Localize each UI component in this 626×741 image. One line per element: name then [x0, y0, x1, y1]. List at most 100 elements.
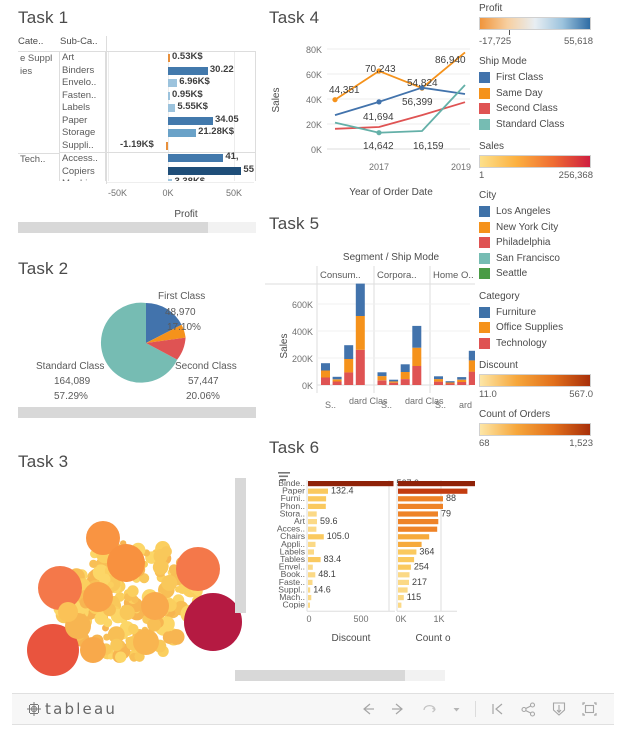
bubble[interactable]: [80, 637, 106, 663]
task-5-bar-segment[interactable]: [321, 377, 330, 386]
bubble[interactable]: [133, 629, 159, 655]
task-4-line-first-class[interactable]: [334, 86, 466, 116]
task-1-bar-row[interactable]: 34.05: [106, 114, 255, 128]
task-6-row-label[interactable]: Furni..: [281, 493, 305, 503]
task-1-bar[interactable]: [168, 116, 213, 125]
task-6-count-bar[interactable]: [398, 564, 411, 570]
task-1-bar-row[interactable]: 41,: [106, 151, 255, 165]
task-6-count-bar[interactable]: [398, 511, 438, 517]
task-6-discount-bar[interactable]: [308, 488, 328, 494]
task-1-bar[interactable]: [168, 104, 176, 112]
task-2-pie-chart[interactable]: First Class 48,970 17.10% Second Class 5…: [0, 277, 262, 407]
pie-slice-second-class[interactable]: [146, 337, 186, 360]
task-1-bar[interactable]: [168, 166, 242, 175]
task-6-count-bar[interactable]: [398, 488, 468, 494]
bubble[interactable]: [161, 546, 172, 557]
task-1-subcategory-label[interactable]: Binders: [62, 64, 95, 76]
task-6-row-label[interactable]: Chairs: [280, 531, 305, 541]
task-5-bar-segment[interactable]: [355, 283, 365, 316]
task-6-count-bar[interactable]: [398, 595, 404, 601]
task-6-discount-bar[interactable]: [308, 534, 324, 540]
task-6-discount-bar[interactable]: [308, 519, 317, 525]
task-1-subcategory-label[interactable]: Art: [62, 52, 75, 63]
task-5-bar-segment[interactable]: [400, 372, 410, 379]
task-4-line-same-day[interactable]: [334, 51, 466, 101]
task-5-bar-segment[interactable]: [344, 372, 354, 385]
bubble[interactable]: [103, 633, 111, 641]
legend-shipmode-item[interactable]: Same Day: [479, 86, 626, 102]
task-6-discount-bar[interactable]: [308, 557, 321, 563]
task-5-bar-segment[interactable]: [377, 376, 387, 381]
task-1-bar[interactable]: [168, 91, 170, 100]
task-5-bar-segment[interactable]: [468, 371, 475, 385]
task-5-bar-segment[interactable]: [468, 360, 475, 372]
task-1-subcategory-label[interactable]: Suppli..: [62, 139, 94, 151]
task-5-bar-segment[interactable]: [400, 364, 410, 372]
task-4-point[interactable]: [376, 99, 382, 105]
task-5-bar-segment[interactable]: [400, 379, 410, 385]
task-5-bar-segment[interactable]: [344, 359, 354, 373]
task-5-bar-segment[interactable]: [377, 372, 387, 377]
task-5-bar-segment[interactable]: [412, 325, 422, 348]
bubble[interactable]: [27, 624, 79, 676]
task-6-row-label[interactable]: Book..: [281, 569, 305, 579]
task-6-discount-bar[interactable]: [308, 511, 317, 517]
share-icon[interactable]: [520, 701, 537, 717]
task-3-bubble-chart[interactable]: [8, 482, 258, 682]
legend-shipmode-item[interactable]: Standard Class: [479, 117, 626, 133]
task-6-count-bar[interactable]: [398, 572, 410, 578]
task-5-bar-segment[interactable]: [457, 377, 467, 380]
task-6-count-bar[interactable]: [398, 526, 438, 532]
task-1-bar-row[interactable]: 0.95K$: [106, 89, 255, 103]
task-1-subcategory-label[interactable]: Paper: [62, 114, 88, 126]
task-1-bar-row[interactable]: 6.96K$: [106, 76, 255, 90]
task-4-point[interactable]: [376, 130, 382, 136]
task-6-row-label[interactable]: Envel..: [279, 562, 305, 572]
bubble[interactable]: [110, 638, 123, 652]
task-6-vscrollbar[interactable]: [235, 478, 246, 613]
task-5-bar-segment[interactable]: [332, 379, 342, 382]
task-5-bar-segment[interactable]: [332, 376, 342, 380]
task-6-row-label[interactable]: Mach..: [279, 592, 305, 602]
task-1-bar[interactable]: [168, 79, 178, 87]
refresh-icon[interactable]: [421, 702, 438, 716]
task-5-bar-segment[interactable]: [389, 379, 399, 382]
chevron-down-icon[interactable]: [452, 705, 461, 714]
task-4-line-chart[interactable]: 80K 60K 40K 20K 0K Sales 44,351 70,243 8…: [265, 30, 475, 205]
bubble[interactable]: [107, 626, 125, 644]
bubble[interactable]: [176, 547, 220, 591]
task-6-row-label[interactable]: Copie: [283, 600, 306, 610]
task-1-bar-row[interactable]: 3.38K$: [106, 176, 255, 181]
task-6-discount-bar[interactable]: [308, 595, 312, 601]
task-4-point[interactable]: [332, 97, 338, 103]
task-1-bar-row[interactable]: 21.28K$: [106, 126, 255, 140]
task-4-line-standard-class[interactable]: [334, 84, 466, 134]
bubble[interactable]: [126, 585, 139, 597]
task-6-discount-bar[interactable]: [308, 587, 311, 593]
forward-arrow-icon[interactable]: [390, 702, 407, 716]
legend-category-item[interactable]: Office Supplies: [479, 320, 626, 336]
task-5-stacked-bar-chart[interactable]: Segment / Ship Mode Consum.. Corpora.. H…: [265, 238, 475, 423]
bubble[interactable]: [184, 593, 242, 651]
download-icon[interactable]: [551, 701, 567, 717]
task-6-count-bar[interactable]: [398, 481, 475, 487]
task-6-hscrollbar[interactable]: [235, 670, 445, 681]
task-1-subcategory-label[interactable]: Machi..: [60, 178, 105, 181]
task-6-discount-bar[interactable]: [308, 503, 326, 509]
task-5-bar-segment[interactable]: [355, 316, 365, 350]
task-1-bar[interactable]: [168, 179, 173, 181]
task-1-subcategory-label[interactable]: Storage: [62, 127, 96, 138]
task-5-bar-segment[interactable]: [344, 345, 354, 359]
bubble[interactable]: [86, 521, 120, 555]
bubble[interactable]: [107, 581, 114, 588]
task-6-discount-bar[interactable]: [308, 541, 316, 547]
task-1-col-category[interactable]: Cate..: [18, 36, 44, 47]
task-6-row-label[interactable]: Labels: [280, 546, 305, 556]
task-6-discount-bar[interactable]: [308, 572, 316, 578]
task-5-bar-segment[interactable]: [389, 382, 399, 385]
task-6-discount-bar[interactable]: [308, 549, 314, 555]
task-6-count-bar[interactable]: [398, 579, 409, 585]
task-6-count-bar[interactable]: [398, 519, 439, 525]
task-1-bar-row[interactable]: 5.55K$: [106, 101, 255, 115]
task-5-bar-segment[interactable]: [332, 381, 342, 386]
